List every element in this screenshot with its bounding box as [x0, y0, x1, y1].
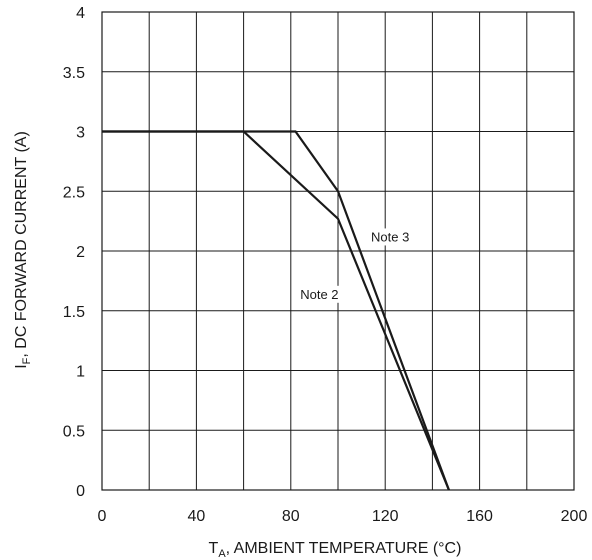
grid [101, 11, 575, 491]
y-axis-label-sub: F [21, 357, 33, 364]
annotation-background [369, 228, 412, 246]
x-tick-label: 0 [98, 508, 107, 525]
x-axis-label-sub: A [218, 548, 226, 560]
y-tick-label: 2.5 [63, 184, 85, 201]
y-tick-label: 0 [76, 483, 85, 500]
y-tick-label: 2 [76, 244, 85, 261]
y-tick-label: 3.5 [63, 65, 85, 82]
y-tick-label: 3 [76, 125, 85, 142]
y-axis-label-main: I [13, 364, 30, 368]
x-tick-label: 120 [372, 508, 399, 525]
y-tick-labels: 0 0.5 1 1.5 2 2.5 3 3.5 4 [63, 5, 85, 500]
annotation-background [298, 285, 341, 303]
annotations: Note 3 Note 2 [298, 228, 412, 303]
annotation-label: Note 3 [371, 229, 409, 244]
x-tick-label: 40 [188, 508, 206, 525]
series-line-note-3 [102, 130, 450, 491]
x-tick-label: 80 [282, 508, 300, 525]
plot-frame [101, 11, 575, 491]
x-tick-labels: 0 40 80 120 160 200 [98, 508, 588, 525]
y-axis-label-rest: , DC FORWARD CURRENT (A) [13, 131, 30, 357]
x-axis-label: TA, AMBIENT TEMPERATURE (°C) [209, 540, 462, 560]
series-lines [102, 130, 450, 491]
y-tick-label: 1.5 [63, 304, 85, 321]
x-tick-label: 160 [466, 508, 493, 525]
y-tick-label: 0.5 [63, 423, 85, 440]
x-tick-label: 200 [561, 508, 588, 525]
annotation-label: Note 2 [300, 287, 338, 302]
x-axis-label-main: T [209, 540, 219, 557]
y-axis-label: IF, DC FORWARD CURRENT (A) [13, 131, 33, 369]
y-tick-label: 4 [76, 5, 85, 22]
x-axis-label-rest: , AMBIENT TEMPERATURE (°C) [226, 540, 462, 557]
y-tick-label: 1 [76, 364, 85, 381]
